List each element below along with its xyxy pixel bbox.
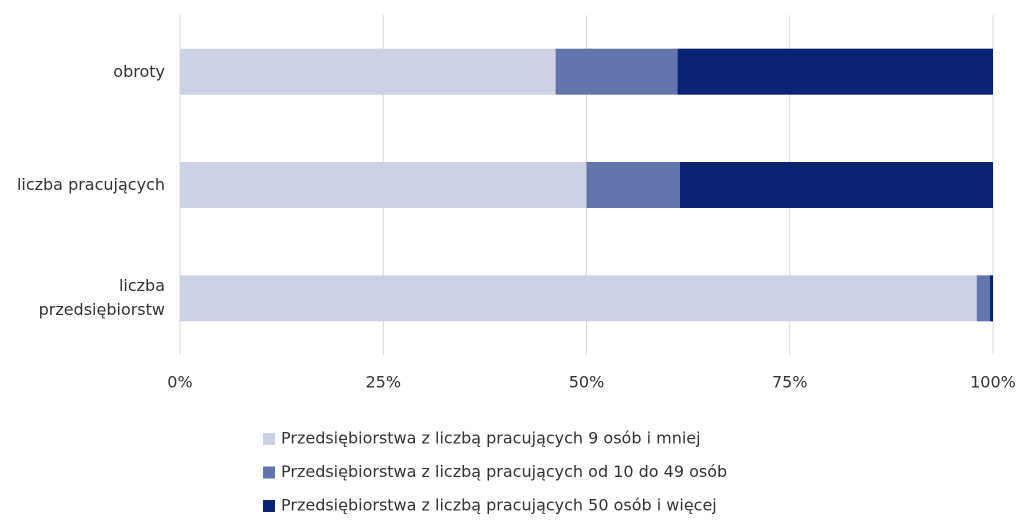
- legend-label: Przedsiębiorstwa z liczbą pracujących 9 …: [281, 429, 701, 448]
- bar-segment: [976, 275, 990, 322]
- bar-segment: [679, 162, 993, 208]
- bar-segment: [586, 162, 680, 208]
- y-tick-label: liczba pracujących: [16, 175, 165, 194]
- x-tick-label: 100%: [970, 373, 1016, 392]
- y-tick-label: obroty: [113, 61, 165, 81]
- bar-segment: [989, 275, 993, 322]
- legend-label: Przedsiębiorstwa z liczbą pracujących 50…: [281, 496, 717, 515]
- legend-swatch: [263, 433, 275, 445]
- y-tick-label: liczba przedsiębiorstw: [38, 276, 165, 320]
- legend-swatch: [263, 466, 275, 479]
- bar-segment: [555, 48, 678, 95]
- bar-segment: [180, 48, 556, 95]
- legend-label: Przedsiębiorstwa z liczbą pracujących od…: [281, 462, 727, 481]
- x-tick-label: 0%: [167, 373, 192, 392]
- legend-swatch: [263, 500, 275, 512]
- x-tick-label: 50%: [569, 373, 605, 392]
- x-tick-label: 25%: [365, 373, 401, 392]
- bar-segment: [180, 162, 587, 208]
- x-tick-label: 75%: [772, 373, 808, 392]
- bar-segment: [180, 275, 977, 322]
- bar-segment: [677, 48, 993, 95]
